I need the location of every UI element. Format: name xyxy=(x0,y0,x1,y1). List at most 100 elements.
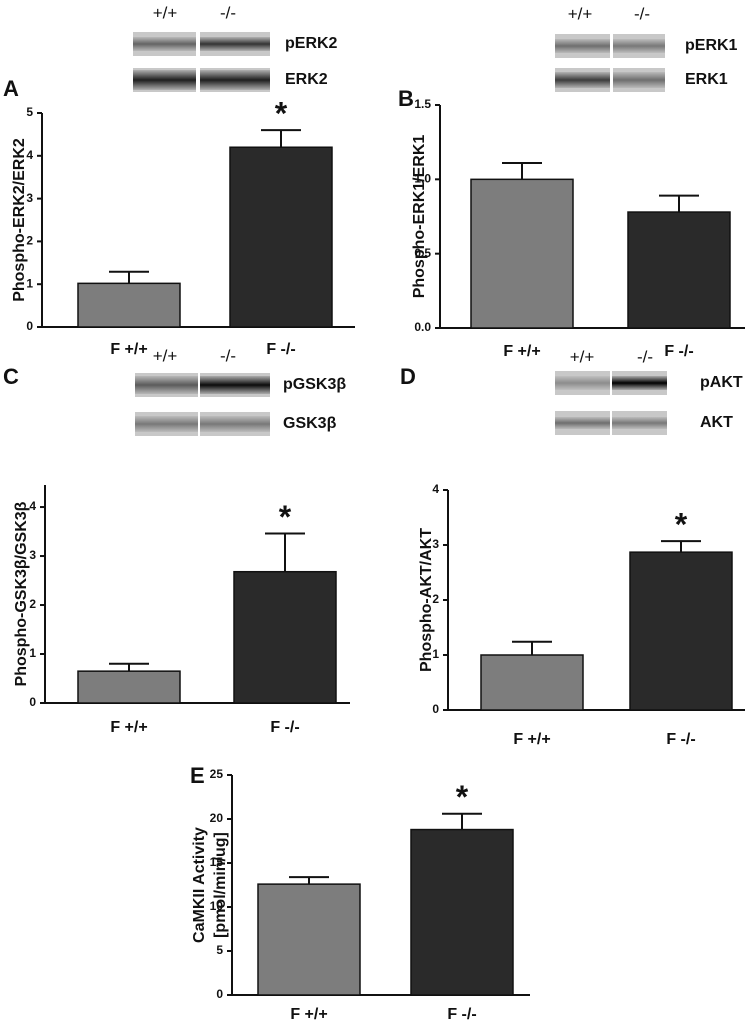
error-bar xyxy=(502,161,542,180)
y-tick-label: 1 xyxy=(29,646,36,660)
band-label: pERK2 xyxy=(285,35,338,52)
error-bar xyxy=(261,129,301,148)
x-tick-label: F +/+ xyxy=(110,341,147,358)
band-label: ERK1 xyxy=(685,71,728,88)
x-tick-label: F +/+ xyxy=(110,719,147,736)
error-bar xyxy=(265,532,305,572)
y-tick-label: 0.0 xyxy=(414,320,431,334)
band-label: pGSK3β xyxy=(283,376,346,393)
x-tick-label: F -/- xyxy=(664,343,693,360)
y-tick-label: 3 xyxy=(26,191,33,205)
bar xyxy=(257,883,361,996)
significance-marker: * xyxy=(279,499,292,535)
y-tick-label: 3 xyxy=(432,537,439,551)
blot-band xyxy=(200,37,270,51)
band-label: AKT xyxy=(700,414,733,431)
error-bar xyxy=(442,812,482,830)
x-tick-label: F -/- xyxy=(266,341,295,358)
y-tick-label: 10 xyxy=(210,899,224,913)
bar xyxy=(629,551,733,711)
y-tick-label: 1.0 xyxy=(414,172,431,186)
band-label: pAKT xyxy=(700,374,743,391)
genotype-label: -/- xyxy=(220,3,236,22)
bar xyxy=(229,146,333,328)
blot-band xyxy=(133,70,196,90)
blot-band xyxy=(555,72,610,88)
genotype-label: +/+ xyxy=(153,3,178,22)
y-tick-label: 4 xyxy=(29,499,36,513)
blot-band xyxy=(555,417,610,429)
y-tick-label: 0.5 xyxy=(414,246,431,260)
genotype-label: -/- xyxy=(637,347,653,366)
panel-letter: D xyxy=(400,364,416,389)
x-tick-label: F +/+ xyxy=(503,343,540,360)
y-axis-label: Phospho-ERK1/ERK1 xyxy=(411,135,428,299)
y-tick-label: 25 xyxy=(210,767,224,781)
error-bar xyxy=(109,270,149,284)
significance-marker: * xyxy=(456,779,469,815)
y-tick-label: 20 xyxy=(210,811,224,825)
genotype-label: +/+ xyxy=(570,347,595,366)
y-axis-label: Phospho-AKT/AKT xyxy=(418,528,435,672)
blot-band xyxy=(135,376,198,394)
y-axis-label: [pmol/min/ug] xyxy=(212,832,229,938)
blot-band xyxy=(555,376,610,390)
blot-band xyxy=(612,376,667,390)
x-tick-label: F +/+ xyxy=(290,1006,327,1023)
blot-band xyxy=(613,72,665,88)
y-tick-label: 3 xyxy=(29,548,36,562)
y-tick-label: 2 xyxy=(29,597,36,611)
bar xyxy=(77,670,181,704)
y-tick-label: 15 xyxy=(210,855,224,869)
genotype-label: +/+ xyxy=(568,4,593,23)
error-bar xyxy=(512,640,552,655)
y-tick-label: 5 xyxy=(26,105,33,119)
bar xyxy=(480,654,584,711)
error-bar xyxy=(109,662,149,672)
band-label: ERK2 xyxy=(285,71,328,88)
y-tick-label: 4 xyxy=(26,148,33,162)
bar xyxy=(410,828,514,996)
genotype-label: +/+ xyxy=(153,346,178,365)
genotype-label: -/- xyxy=(634,4,650,23)
blot-band xyxy=(135,416,198,432)
band-label: GSK3β xyxy=(283,415,337,432)
y-tick-label: 0 xyxy=(26,319,33,333)
bar xyxy=(77,282,181,328)
x-tick-label: F -/- xyxy=(270,719,299,736)
y-tick-label: 2 xyxy=(26,234,33,248)
y-axis-label: Phospho-GSK3β/GSK3β xyxy=(13,501,30,686)
y-tick-label: 5 xyxy=(216,943,223,957)
bar xyxy=(627,211,731,329)
y-tick-label: 1 xyxy=(432,647,439,661)
y-tick-label: 1.5 xyxy=(414,97,431,111)
blot-band xyxy=(200,416,270,432)
error-bar xyxy=(289,876,329,885)
bar xyxy=(470,178,574,329)
panel-letter: A xyxy=(3,76,19,101)
y-axis-label: CaMKII Activity xyxy=(191,827,208,943)
genotype-label: -/- xyxy=(220,346,236,365)
blot-band xyxy=(612,417,667,429)
x-tick-label: F +/+ xyxy=(513,731,550,748)
bar xyxy=(233,570,337,704)
x-tick-label: F -/- xyxy=(447,1006,476,1023)
y-tick-label: 0 xyxy=(216,987,223,1001)
blot-band xyxy=(200,70,270,90)
error-bar xyxy=(661,540,701,553)
blot-band xyxy=(613,39,665,53)
y-tick-label: 1 xyxy=(26,276,33,290)
error-bar xyxy=(659,194,699,213)
band-label: pERK1 xyxy=(685,37,738,54)
panel-letter: B xyxy=(398,86,414,111)
blot-band xyxy=(555,39,610,53)
y-tick-label: 2 xyxy=(432,592,439,606)
blot-band xyxy=(200,376,270,394)
y-tick-label: 4 xyxy=(432,482,439,496)
blot-band xyxy=(133,37,196,51)
panel-letter: C xyxy=(3,364,19,389)
significance-marker: * xyxy=(275,96,288,132)
x-tick-label: F -/- xyxy=(666,731,695,748)
panel-letter: E xyxy=(190,763,205,788)
